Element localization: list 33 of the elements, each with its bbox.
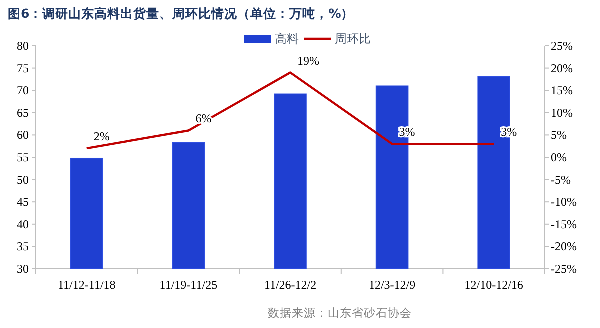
x-tick-label: 11/12-11/18 xyxy=(58,278,116,292)
y2-tick-label: -5% xyxy=(551,172,571,187)
y2-tick-label: -25% xyxy=(551,262,577,276)
y-tick-label: 55 xyxy=(17,150,29,164)
y2-tick-label: 25% xyxy=(551,39,573,53)
y2-tick-label: -10% xyxy=(551,195,577,210)
x-tick-label: 11/19-11/25 xyxy=(160,278,218,292)
y-tick-label: 75 xyxy=(17,61,29,76)
x-tick-label: 12/3-12/9 xyxy=(368,278,416,292)
legend-label: 高料 xyxy=(275,32,299,46)
y2-tick-label: 15% xyxy=(551,84,573,98)
y2-tick-label: 10% xyxy=(551,106,573,120)
y-tick-label: 80 xyxy=(17,39,29,53)
legend-label: 周环比 xyxy=(335,32,371,46)
y-tick-label: 65 xyxy=(17,106,29,120)
y2-tick-label: 5% xyxy=(551,128,567,142)
data-label: 2% xyxy=(94,130,110,144)
y-tick-label: 60 xyxy=(17,128,29,142)
source-note: 数据来源：山东省砂石协会 xyxy=(268,306,412,320)
data-label: 19% xyxy=(298,54,320,68)
y2-tick-label: -20% xyxy=(551,240,577,254)
y-tick-label: 40 xyxy=(17,217,29,232)
chart-title: 图6：调研山东高料出货量、周环比情况（单位：万吨，%） xyxy=(8,6,354,21)
y-tick-label: 70 xyxy=(17,84,29,98)
y-tick-label: 50 xyxy=(17,172,29,187)
y2-tick-label: -15% xyxy=(551,217,577,232)
y2-tick-label: 20% xyxy=(551,61,573,76)
y-tick-label: 30 xyxy=(17,262,29,276)
y-tick-label: 45 xyxy=(17,195,29,210)
x-tick-label: 11/26-12/2 xyxy=(264,278,317,292)
x-tick-label: 12/10-12/16 xyxy=(464,278,524,292)
y-tick-label: 35 xyxy=(17,240,29,254)
y2-tick-label: 0% xyxy=(551,150,567,164)
